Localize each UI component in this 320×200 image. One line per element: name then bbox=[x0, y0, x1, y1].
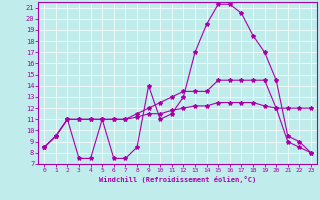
X-axis label: Windchill (Refroidissement éolien,°C): Windchill (Refroidissement éolien,°C) bbox=[99, 176, 256, 183]
